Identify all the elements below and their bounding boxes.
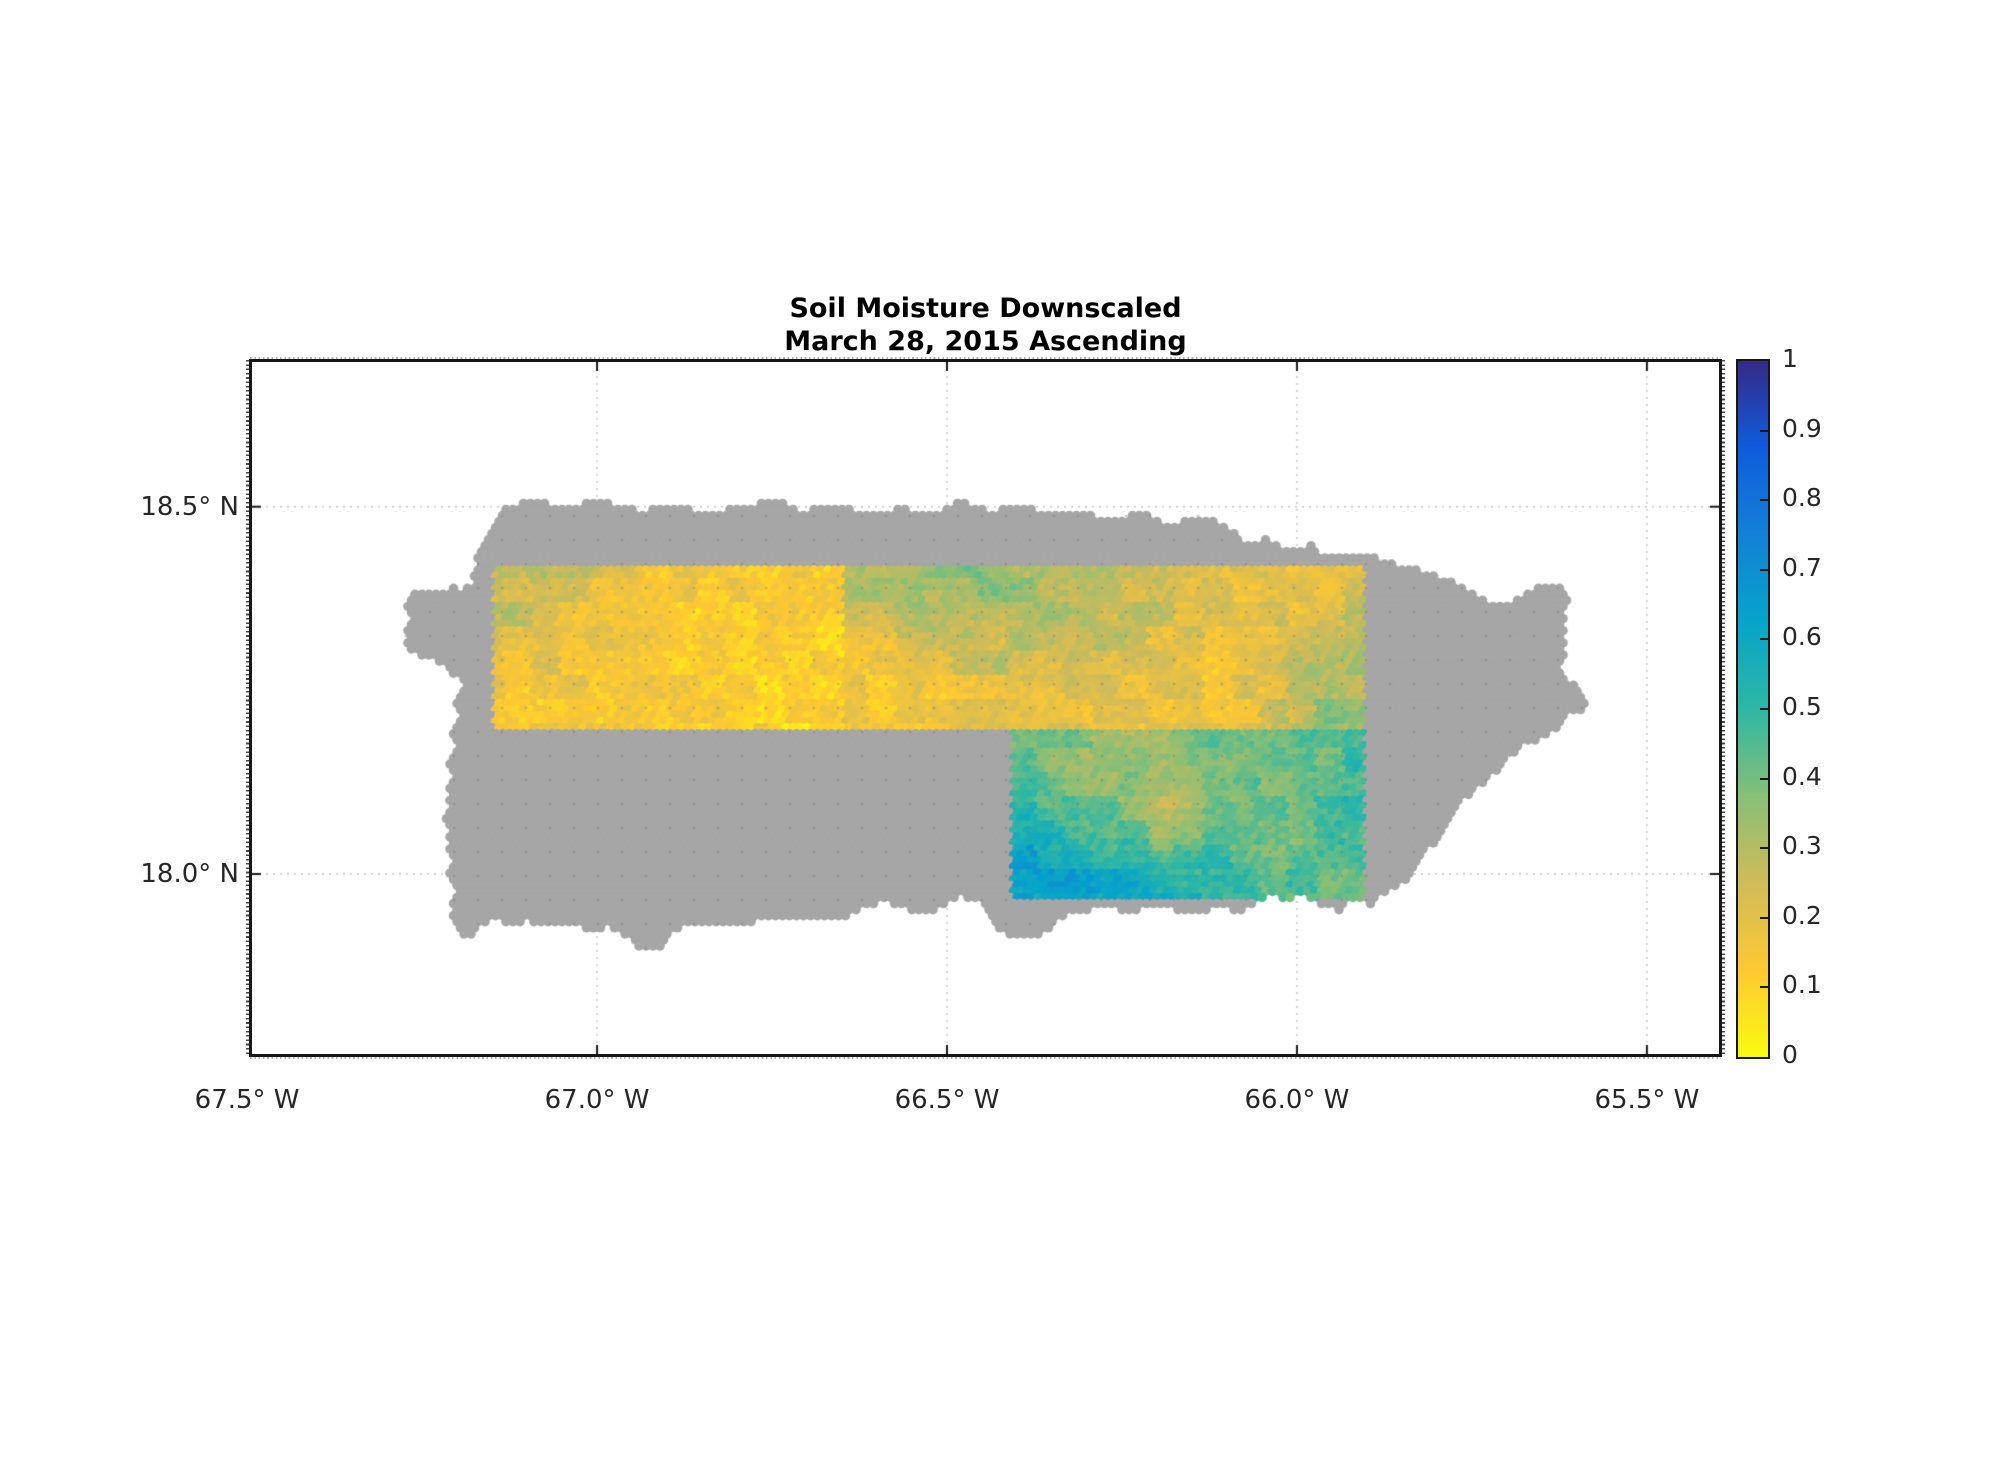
x-tick-label-66-0w: 66.0° W: [1244, 1085, 1350, 1115]
colorbar: [1736, 359, 1770, 1059]
x-tick-label-67-5w: 67.5° W: [194, 1085, 300, 1115]
colorbar-tick-mark: [1760, 429, 1768, 432]
colorbar-tick-label: 0.9: [1782, 413, 1822, 443]
y-tick-label-18-0n: 18.0° N: [140, 859, 239, 890]
x-tick-label-66-5w: 66.5° W: [894, 1085, 1000, 1115]
plot-title-line1: Soil Moisture Downscaled: [789, 293, 1182, 324]
colorbar-tick-label: 0.3: [1782, 831, 1822, 861]
colorbar-tick-label: 0.8: [1782, 483, 1822, 513]
plot-title: Soil Moisture Downscaled March 28, 2015 …: [249, 292, 1722, 358]
colorbar-tick-mark: [1760, 986, 1768, 989]
y-tick-label-18-5n: 18.5° N: [140, 491, 239, 522]
colorbar-tick-mark: [1760, 847, 1768, 850]
x-tick-label-67-0w: 67.0° W: [544, 1085, 650, 1115]
colorbar-tick-label: 0.6: [1782, 622, 1822, 652]
minor-ticks-left-axis: [246, 360, 250, 1056]
colorbar-tick-label: 0.4: [1782, 761, 1822, 791]
colorbar-tick-mark: [1760, 708, 1768, 710]
colorbar-tick-mark: [1760, 638, 1768, 641]
colorbar-tick-label: 0.2: [1782, 900, 1822, 930]
x-tick-label-65-5w: 65.5° W: [1594, 1085, 1700, 1115]
colorbar-tick-label: 0.7: [1782, 552, 1822, 582]
map-axes: [246, 357, 1725, 1059]
minor-ticks-right-axis: [1721, 360, 1725, 1056]
colorbar-tick-mark: [1760, 777, 1768, 780]
soil-moisture-map-canvas: [252, 362, 1719, 1054]
colorbar-tick-mark: [1760, 499, 1768, 502]
plot-title-line2: March 28, 2015 Ascending: [784, 326, 1187, 357]
colorbar-tick-mark: [1760, 568, 1768, 571]
colorbar-tick-label: 0.1: [1782, 970, 1822, 1000]
colorbar-tick-label: 1: [1782, 344, 1798, 373]
colorbar-tick-mark: [1760, 916, 1768, 919]
minor-ticks-top-axis: [250, 357, 1721, 360]
colorbar-tick-label: 0.5: [1782, 692, 1822, 721]
colorbar-tick-label: 0: [1782, 1040, 1798, 1069]
minor-ticks-bottom-axis: [250, 1056, 1721, 1059]
